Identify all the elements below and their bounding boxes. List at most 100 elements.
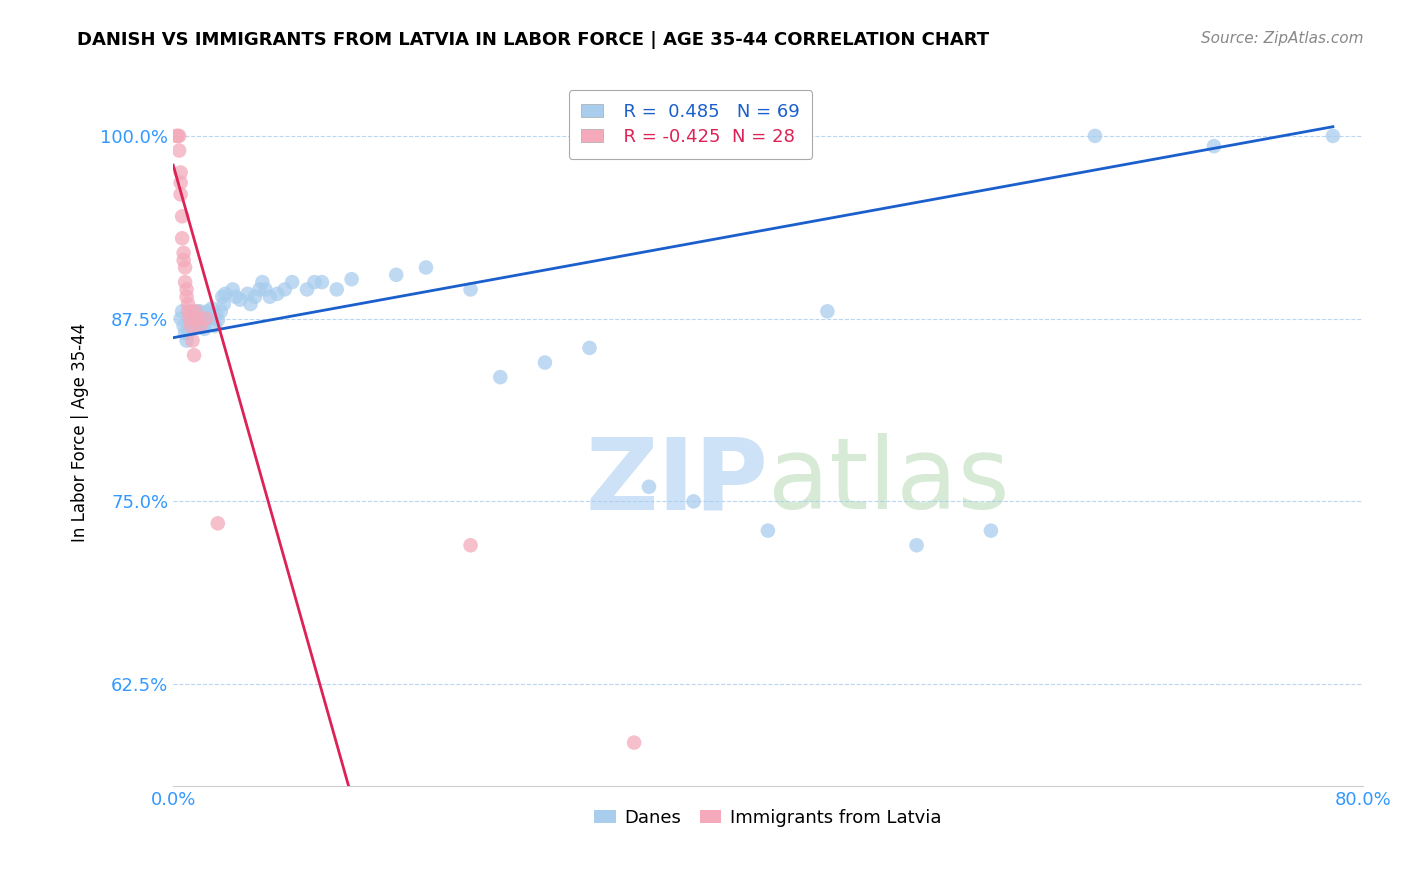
Point: [172, 304, 194, 318]
Text: atlas: atlas: [768, 434, 1010, 530]
Point: [254, 282, 277, 296]
Point: [236, 286, 259, 301]
Point: [638, 480, 661, 494]
Point: [243, 290, 266, 304]
Point: [186, 311, 208, 326]
Point: [1322, 128, 1344, 143]
Point: [174, 260, 197, 275]
Point: [176, 282, 198, 296]
Point: [169, 187, 191, 202]
Point: [169, 311, 191, 326]
Point: [193, 316, 215, 330]
Point: [186, 311, 208, 326]
Point: [221, 282, 243, 296]
Point: [177, 297, 200, 311]
Point: [167, 144, 190, 158]
Legend: Danes, Immigrants from Latvia: Danes, Immigrants from Latvia: [586, 802, 949, 834]
Point: [1084, 128, 1107, 143]
Point: [281, 275, 304, 289]
Point: [225, 290, 247, 304]
Point: [204, 318, 226, 333]
Point: [201, 301, 224, 316]
Point: [905, 538, 928, 552]
Point: [169, 176, 191, 190]
Point: [229, 293, 252, 307]
Point: [188, 311, 211, 326]
Point: [295, 282, 318, 296]
Point: [180, 318, 202, 333]
Point: [198, 311, 221, 326]
Point: [460, 538, 482, 552]
Point: [183, 318, 205, 333]
Point: [173, 253, 195, 268]
Point: [191, 318, 214, 333]
Point: [211, 290, 233, 304]
Point: [172, 210, 194, 224]
Point: [173, 318, 195, 333]
Point: [274, 282, 297, 296]
Point: [188, 304, 211, 318]
Point: [191, 311, 214, 326]
Point: [174, 326, 197, 341]
Point: [214, 286, 236, 301]
Point: [578, 341, 600, 355]
Point: [176, 290, 198, 304]
Point: [209, 304, 232, 318]
Point: [534, 355, 557, 369]
Point: [385, 268, 408, 282]
Point: [340, 272, 363, 286]
Point: [207, 516, 229, 531]
Point: [184, 311, 207, 326]
Point: [186, 304, 208, 318]
Point: [179, 311, 201, 326]
Point: [188, 318, 211, 333]
Point: [202, 310, 225, 325]
Point: [980, 524, 1002, 538]
Point: [180, 304, 202, 318]
Point: [205, 307, 228, 321]
Point: [207, 313, 229, 327]
Point: [239, 297, 262, 311]
Point: [266, 286, 288, 301]
Point: [193, 322, 215, 336]
Point: [165, 128, 187, 143]
Point: [304, 275, 326, 289]
Text: Source: ZipAtlas.com: Source: ZipAtlas.com: [1201, 31, 1364, 46]
Point: [173, 245, 195, 260]
Point: [460, 282, 482, 296]
Point: [311, 275, 333, 289]
Point: [682, 494, 704, 508]
Point: [172, 231, 194, 245]
Point: [815, 304, 838, 318]
Point: [194, 311, 217, 326]
Point: [197, 304, 219, 318]
Point: [1202, 139, 1225, 153]
Point: [177, 318, 200, 333]
Y-axis label: In Labor Force | Age 35-44: In Labor Force | Age 35-44: [72, 322, 89, 541]
Point: [174, 275, 197, 289]
Point: [181, 334, 204, 348]
Point: [177, 326, 200, 341]
Point: [183, 348, 205, 362]
Point: [167, 128, 190, 143]
Point: [176, 334, 198, 348]
Point: [187, 318, 209, 333]
Point: [194, 311, 217, 326]
Point: [179, 311, 201, 326]
Point: [756, 524, 779, 538]
Point: [166, 128, 188, 143]
Point: [212, 297, 235, 311]
Point: [252, 275, 274, 289]
Point: [326, 282, 349, 296]
Point: [181, 311, 204, 326]
Point: [489, 370, 512, 384]
Point: [623, 736, 645, 750]
Text: DANISH VS IMMIGRANTS FROM LATVIA IN LABOR FORCE | AGE 35-44 CORRELATION CHART: DANISH VS IMMIGRANTS FROM LATVIA IN LABO…: [77, 31, 990, 49]
Point: [415, 260, 437, 275]
Point: [177, 304, 200, 318]
Point: [184, 304, 207, 318]
Point: [190, 311, 212, 326]
Point: [259, 290, 281, 304]
Text: ZIP: ZIP: [585, 434, 768, 530]
Point: [249, 282, 271, 296]
